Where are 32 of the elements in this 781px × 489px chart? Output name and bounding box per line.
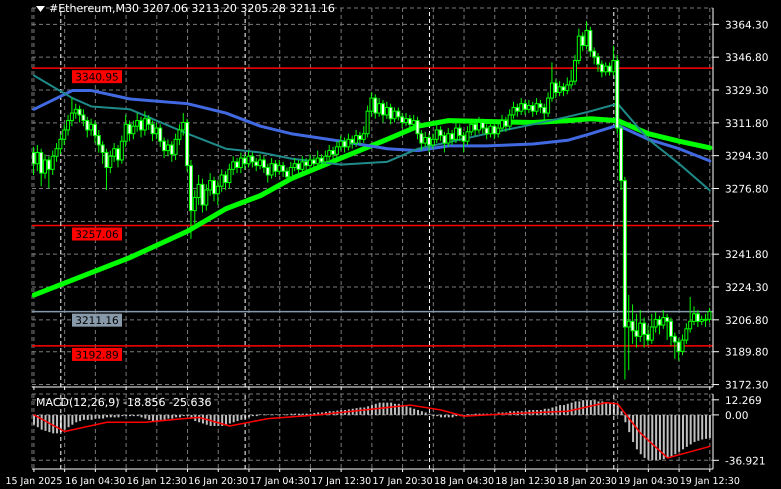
y-tick-label: 3224.30 bbox=[725, 282, 768, 294]
y-tick-label: 3294.30 bbox=[725, 150, 768, 163]
x-tick-label: 17 Jan 20:30 bbox=[372, 476, 433, 487]
y-tick-label: 3346.80 bbox=[725, 52, 768, 64]
x-tick-label: 16 Jan 12:30 bbox=[126, 476, 187, 487]
x-tick-label: 18 Jan 20:30 bbox=[556, 476, 617, 487]
x-tick-label: 17 Jan 04:30 bbox=[250, 476, 310, 487]
chart-title: #Ethereum,M30 3207.06 3213.20 3205.28 3211.16 bbox=[49, 2, 335, 15]
y-tick-label: 3206.80 bbox=[725, 314, 768, 327]
ref-line-label: 3340.95 bbox=[75, 72, 119, 84]
x-tick-label: 15 Jan 2025 bbox=[5, 476, 62, 487]
x-tick-label: 18 Jan 12:30 bbox=[495, 476, 556, 487]
chart-title: MACD(12,26,9) -18.856 -25.636 bbox=[36, 396, 212, 409]
y-tick-label: 3329.30 bbox=[725, 84, 768, 97]
y-tick-label: 3276.80 bbox=[725, 183, 768, 196]
y-tick-label: 3241.80 bbox=[725, 249, 768, 262]
x-tick-label: 19 Jan 04:30 bbox=[618, 476, 678, 487]
ref-line-label: 3211.16 bbox=[75, 315, 120, 328]
x-tick-label: 17 Jan 12:30 bbox=[311, 476, 372, 487]
y-tick-label: 0.00 bbox=[725, 410, 748, 422]
y-tick-label: 3311.80 bbox=[725, 118, 768, 130]
y-tick-label: 3189.80 bbox=[725, 346, 768, 359]
x-tick-label: 18 Jan 04:30 bbox=[434, 476, 494, 487]
ref-line-label: 3192.89 bbox=[75, 349, 119, 362]
y-tick-label: 3172.30 bbox=[725, 380, 768, 392]
y-tick-label: 3364.30 bbox=[725, 19, 768, 32]
ref-line-label: 3257.06 bbox=[75, 229, 120, 242]
x-tick-label: 19 Jan 12:30 bbox=[680, 476, 740, 487]
x-tick-label: 16 Jan 20:30 bbox=[188, 476, 248, 487]
y-tick-label: -36.921 bbox=[725, 455, 766, 468]
y-tick-label: 12.269 bbox=[725, 394, 762, 407]
x-tick-label: 16 Jan 04:30 bbox=[65, 476, 126, 487]
